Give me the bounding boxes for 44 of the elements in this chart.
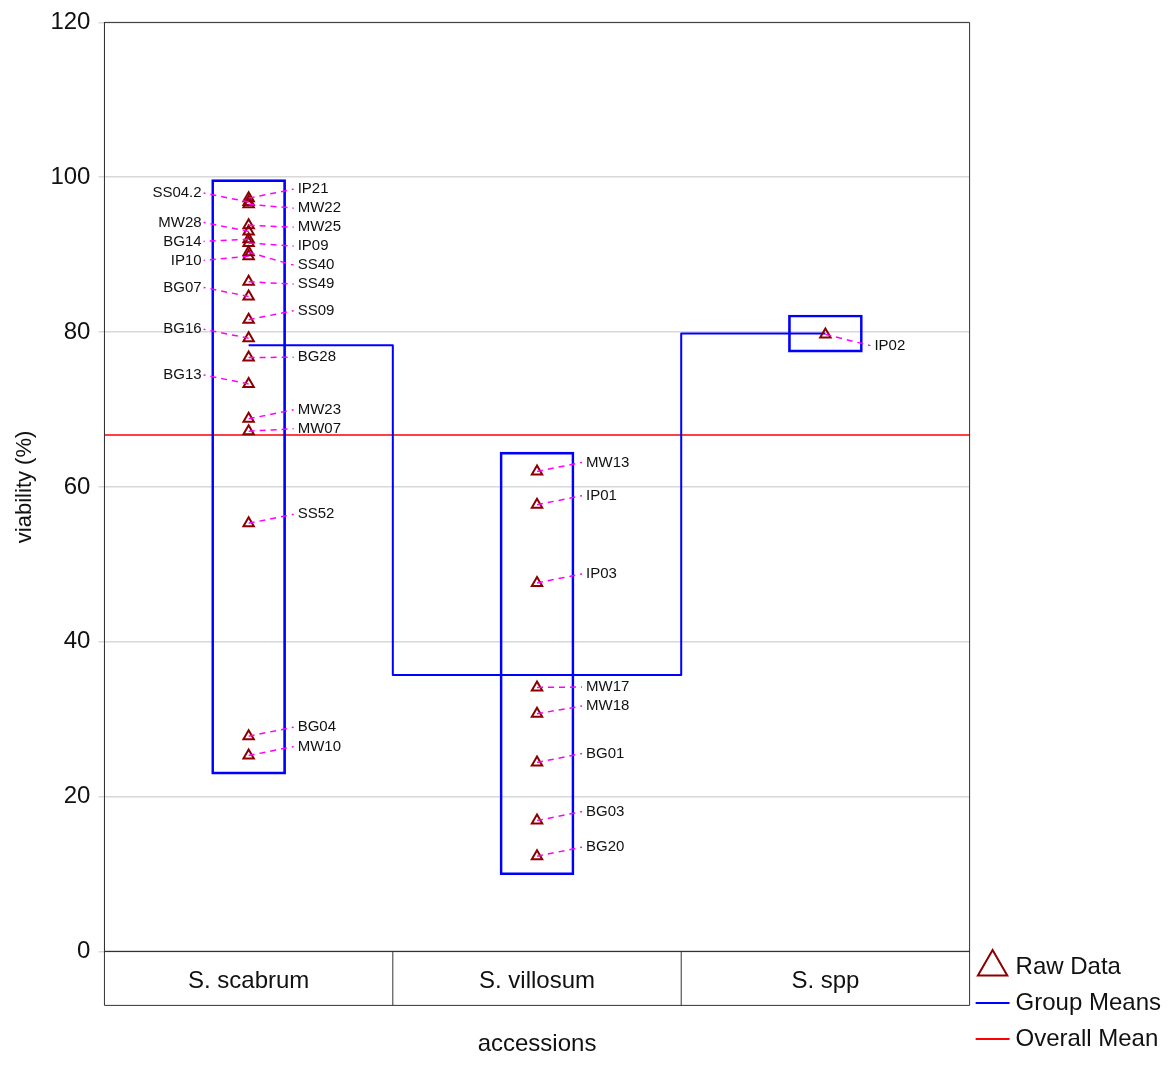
annotation: MW17 [586,677,630,695]
annotation: SS52 [297,504,335,522]
annotation: MW28 [158,212,202,230]
annotation: MW07 [297,418,341,436]
annotation: BG13 [163,365,202,383]
annotation: BG28 [297,347,336,365]
y-axis-title: viability (%) [11,430,37,544]
annotation: IP03 [586,564,617,582]
annotation: BG07 [163,277,202,295]
annotation: IP02 [874,335,906,353]
y-tick-label: 80 [63,316,91,344]
y-tick-label: 40 [63,626,91,654]
annotation: SS09 [297,300,335,318]
annotation: MW13 [586,452,630,470]
x-tick-label: S. villosum [479,966,596,994]
annotation: MW23 [297,399,341,417]
y-tick-label: 20 [63,781,91,809]
annotation: SS40 [297,255,335,273]
legend-label: Group Means [1015,987,1161,1015]
annotation: MW25 [297,217,341,235]
annotation: BG16 [163,319,202,337]
annotation: IP01 [586,485,617,503]
annotation: MW18 [586,696,630,714]
annotation: MW10 [297,736,341,754]
annotation: MW22 [297,198,341,216]
annotation: BG01 [586,743,625,761]
annotation: BG03 [586,801,625,819]
y-tick-label: 0 [77,936,91,964]
legend-label: Overall Mean [1015,1023,1159,1051]
x-tick-label: S. scabrum [187,966,310,994]
x-tick-label: S. spp [791,966,860,994]
annotation: IP09 [297,236,329,254]
y-tick-label: 60 [63,471,91,499]
annotation: BG14 [163,231,202,249]
annotation: BG04 [297,717,336,735]
annotation: SS04.2 [152,183,202,201]
annotation: SS49 [297,274,335,292]
x-axis-title: accessions [477,1029,597,1057]
y-tick-label: 100 [50,161,91,189]
y-tick-label: 120 [50,7,91,35]
annotation: IP21 [297,179,329,197]
annotation: IP10 [170,250,202,268]
annotation: BG20 [586,837,625,855]
legend-label: Raw Data [1015,951,1122,979]
